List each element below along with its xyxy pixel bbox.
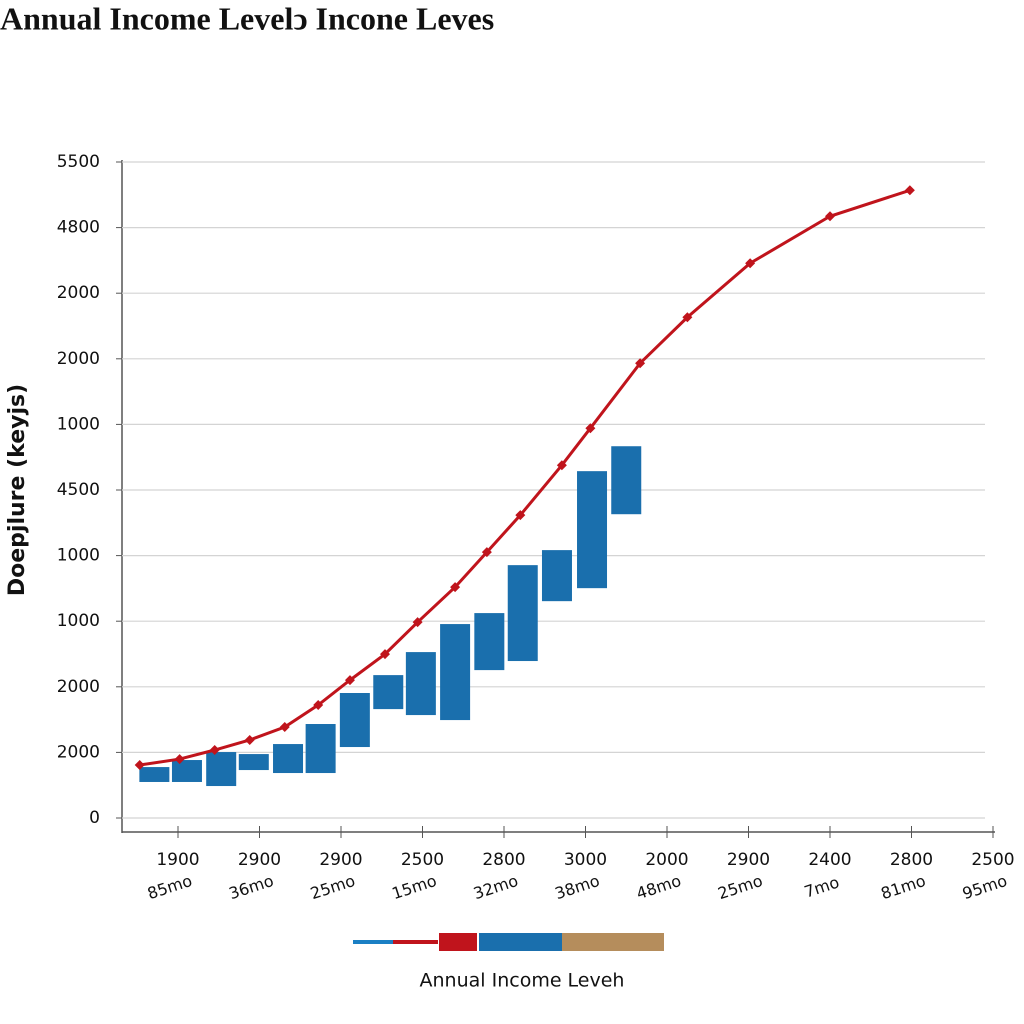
x-tick-label: 2500: [971, 850, 1014, 870]
range-box: [474, 613, 505, 671]
x-tick-label: 2800: [890, 850, 933, 870]
range-box: [373, 675, 404, 710]
x-tick-sublabel: 32mo: [471, 871, 520, 903]
line-marker: [682, 312, 693, 323]
x-tick-sublabel: 25mo: [716, 871, 765, 903]
range-box: [171, 760, 202, 782]
income-line: [139, 188, 911, 767]
line-marker: [825, 211, 835, 222]
x-tick-label: 2900: [238, 850, 281, 870]
x-tick-label: 2500: [401, 850, 444, 870]
legend-swatch: [393, 940, 438, 944]
line-marker: [134, 760, 145, 771]
range-box: [507, 565, 538, 662]
legend-swatch: [439, 933, 477, 951]
x-tick-sublabel: 25mo: [308, 871, 357, 903]
y-tick-label: 1000: [57, 611, 100, 631]
x-tick-label: 2000: [645, 850, 688, 870]
range-box: [541, 550, 572, 602]
x-tick-sublabel: 7mo: [802, 873, 842, 902]
x-tick-sublabel: 48mo: [634, 871, 683, 903]
line-marker: [556, 460, 567, 471]
y-tick-label: 2000: [57, 742, 100, 762]
y-tick-label: 4800: [57, 218, 100, 238]
range-box: [440, 624, 471, 721]
legend-swatch: [353, 940, 393, 944]
x-tick-sublabel: 38mo: [553, 871, 602, 903]
range-box: [577, 471, 608, 589]
x-tick-label: 2900: [319, 850, 362, 870]
x-tick-sublabel: 85mo: [145, 871, 194, 903]
range-box: [305, 724, 336, 774]
line-marker: [412, 617, 423, 628]
chart-title: Annual Income Levelↄ Incone Leves: [0, 0, 494, 36]
y-tick-label: 4500: [57, 480, 100, 500]
line-marker: [745, 258, 756, 269]
line-marker: [313, 700, 324, 711]
y-tick-label: 2000: [57, 349, 100, 369]
x-axis-label: Annual Income Leveh: [420, 970, 625, 992]
line-marker: [481, 547, 492, 558]
line-marker: [244, 734, 255, 745]
line-marker: [174, 754, 185, 765]
line-marker: [904, 185, 915, 196]
x-tick-sublabel: 36mo: [227, 871, 276, 903]
line-marker: [450, 582, 461, 593]
line-marker: [209, 745, 220, 756]
x-tick-sublabel: 81mo: [879, 871, 928, 903]
line-marker: [344, 675, 355, 686]
range-box: [206, 752, 237, 787]
legend-swatch: [562, 933, 664, 951]
line-marker: [585, 423, 596, 434]
y-tick-label: 5500: [57, 152, 100, 172]
x-tick-sublabel: 15mo: [390, 871, 439, 903]
y-tick-label: 0: [89, 808, 100, 828]
y-tick-label: 1000: [57, 546, 100, 566]
x-tick-label: 3000: [564, 850, 607, 870]
x-tick-sublabel: 95mo: [960, 871, 1009, 903]
range-box: [238, 754, 269, 771]
range-box: [273, 744, 304, 774]
x-tick-label: 2800: [482, 850, 525, 870]
range-box: [405, 652, 436, 716]
range-box: [139, 767, 170, 782]
line-marker: [279, 721, 290, 732]
range-box: [611, 446, 642, 515]
y-tick-label: 2000: [57, 677, 100, 697]
y-tick-label: 1000: [57, 414, 100, 434]
x-tick-label: 2400: [808, 850, 851, 870]
y-tick-label: 2000: [57, 283, 100, 303]
line-marker: [380, 649, 391, 660]
legend-swatch: [479, 933, 562, 951]
range-box: [339, 693, 370, 748]
line-marker: [515, 510, 526, 521]
x-tick-label: 1900: [156, 850, 199, 870]
line-marker: [635, 358, 646, 369]
y-axis-label: Doepjlure (keyjs): [5, 384, 30, 596]
x-tick-label: 2900: [727, 850, 770, 870]
